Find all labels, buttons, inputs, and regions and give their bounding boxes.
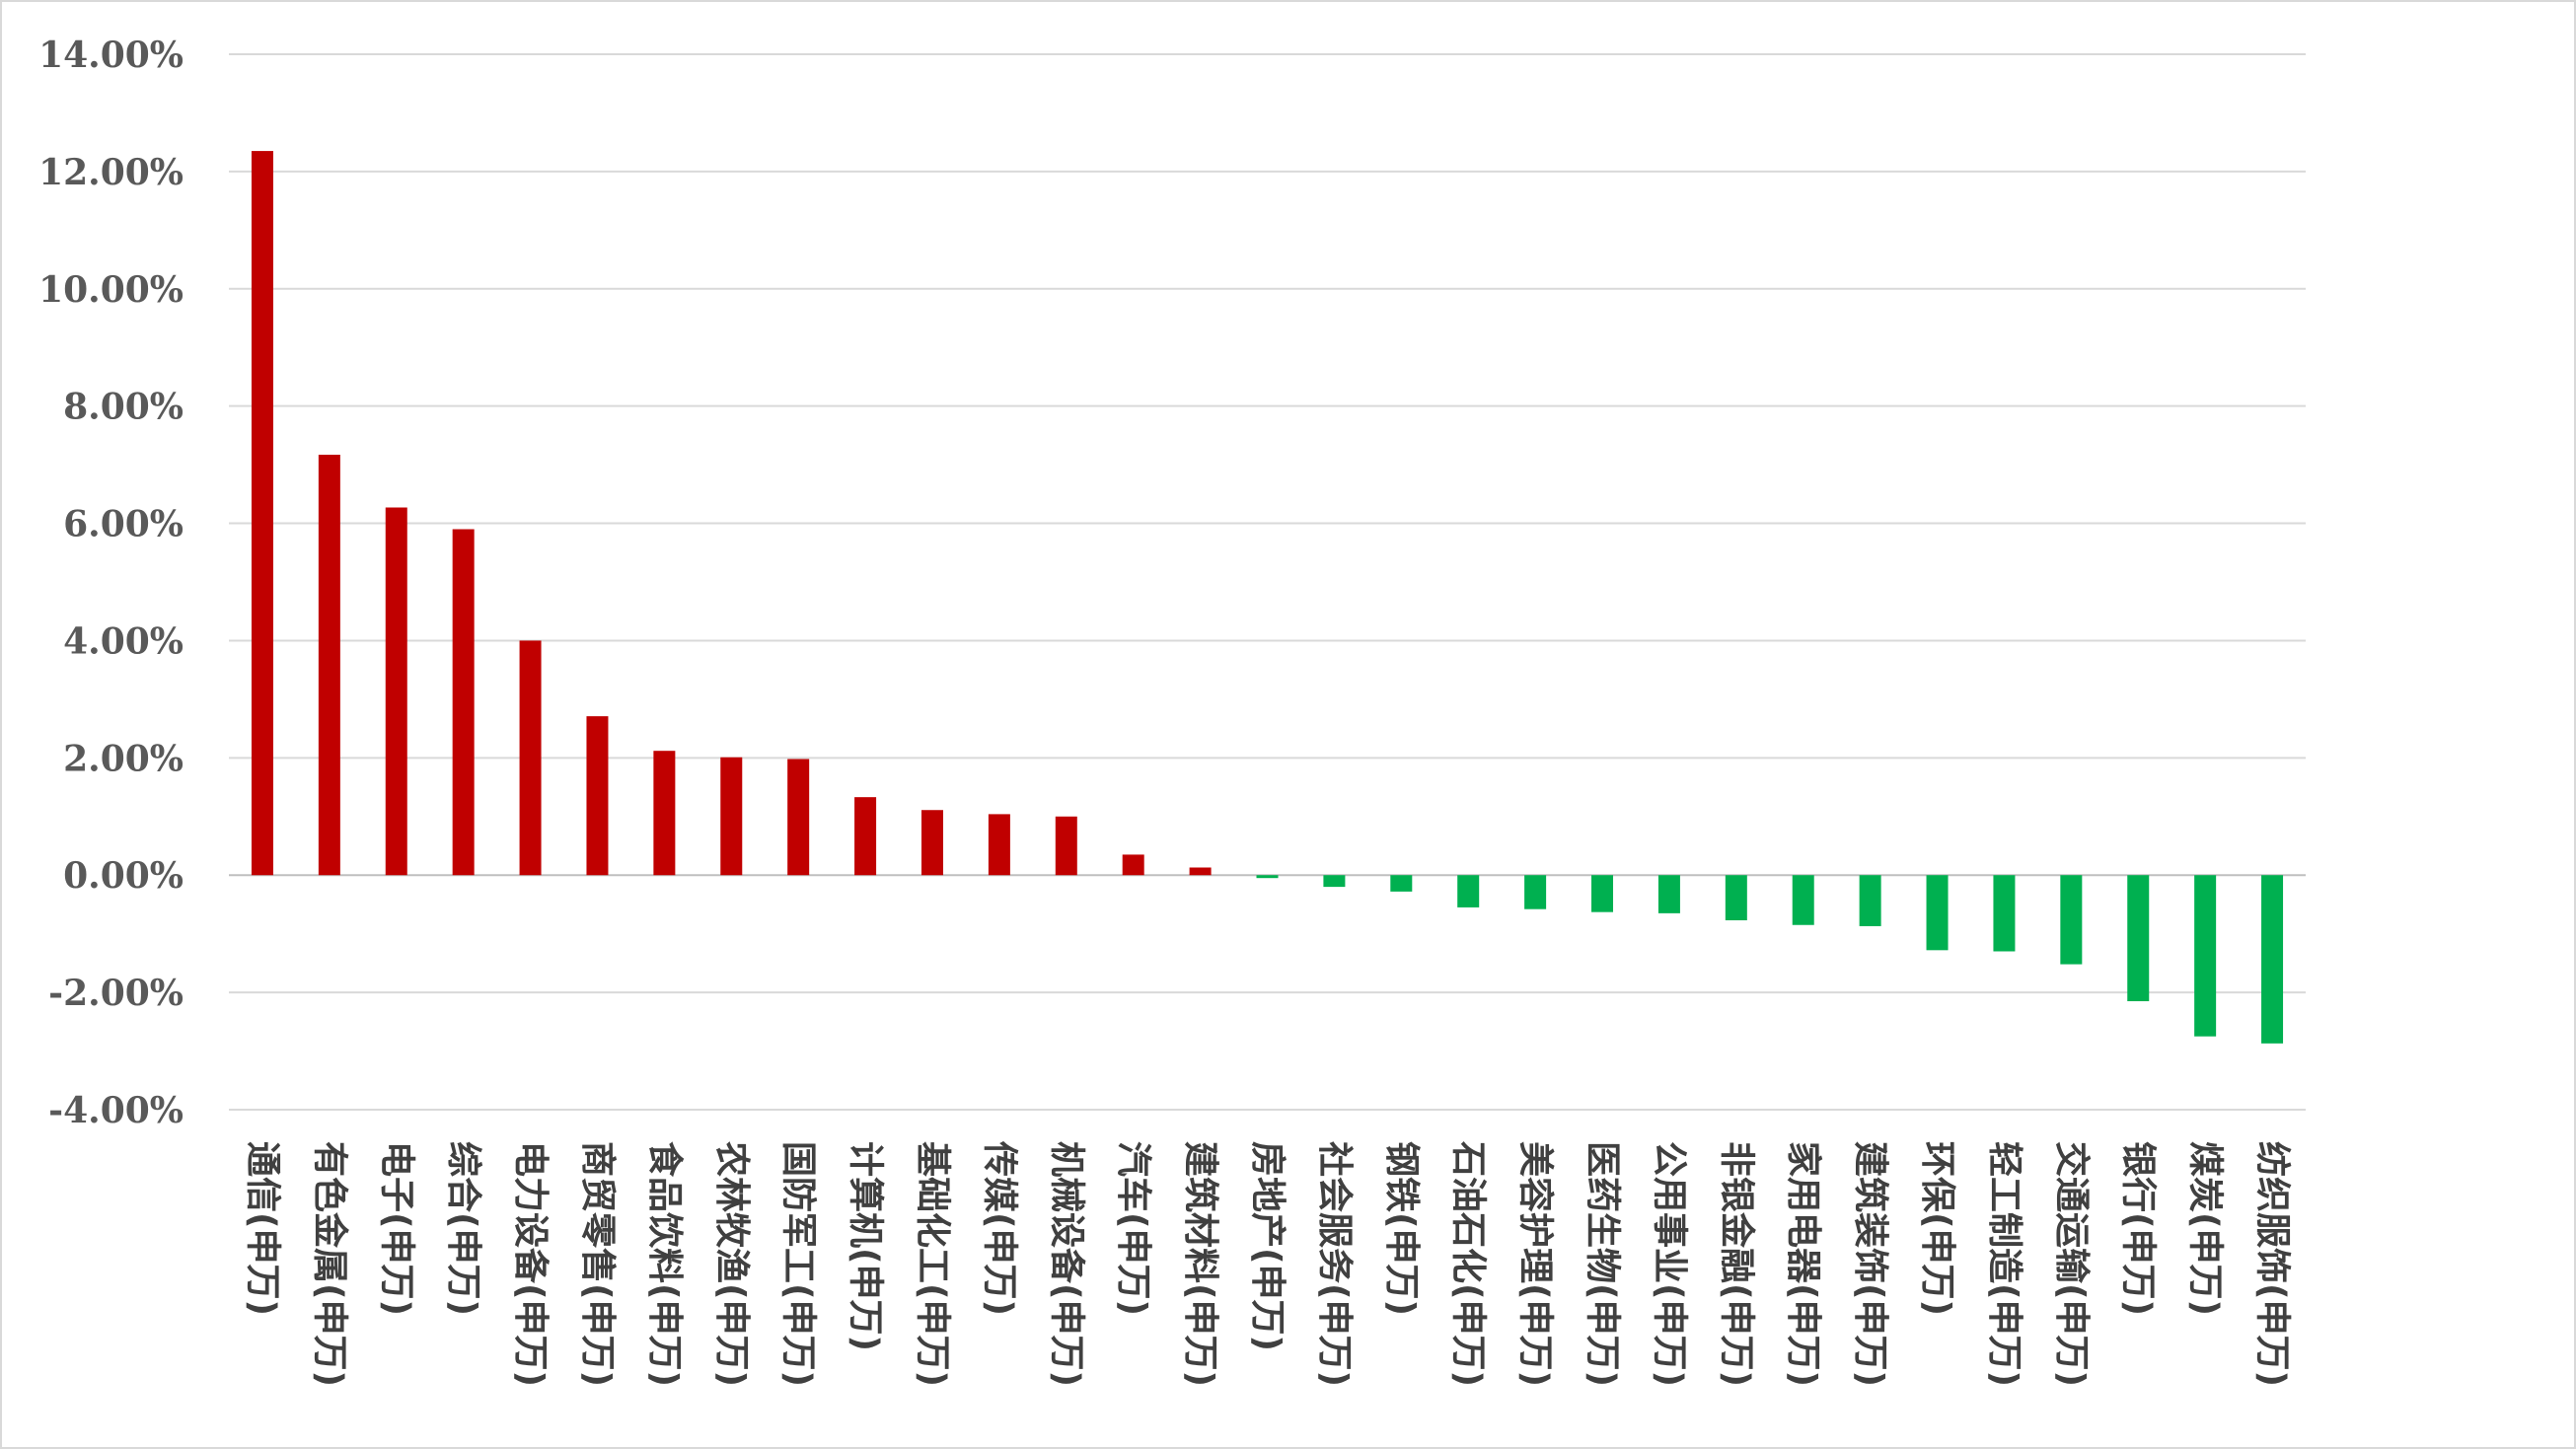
- x-category-label: 建筑装饰(申万): [1850, 1141, 1890, 1387]
- y-tick-label: 14.00%: [38, 35, 184, 76]
- x-category-label: 国防军工(申万): [778, 1141, 819, 1387]
- x-category-label: 社会服务(申万): [1314, 1141, 1355, 1387]
- x-category-label: 农林牧渔(申万): [711, 1141, 752, 1387]
- x-category-label: 纺织服饰(申万): [2252, 1141, 2293, 1387]
- x-category-label: 汽车(申万): [1113, 1141, 1153, 1316]
- bar: [1055, 816, 1077, 876]
- y-tick-label: 0.00%: [63, 855, 184, 897]
- y-tick-label: 4.00%: [63, 620, 184, 662]
- x-category-label: 钢铁(申万): [1381, 1141, 1422, 1316]
- y-axis-tick-labels: -4.00% -2.00% 0.00% 2.00% 4.00% 6.00% 8.00% 10.…: [38, 35, 184, 1131]
- bar: [854, 797, 877, 876]
- x-category-label: 石油石化(申万): [1448, 1141, 1489, 1387]
- bar: [720, 757, 743, 876]
- gridlines: [229, 53, 2306, 1111]
- x-category-label: 电子(申万): [376, 1141, 416, 1316]
- x-category-label: 交通运输(申万): [2051, 1141, 2093, 1387]
- bar: [1859, 875, 1881, 926]
- y-tick-label: 10.00%: [38, 269, 184, 311]
- bar: [1256, 875, 1279, 879]
- bar: [251, 151, 273, 876]
- x-category-label: 有色金属(申万): [309, 1141, 350, 1387]
- y-tick-label: 6.00%: [63, 504, 184, 545]
- bar: [787, 759, 810, 876]
- x-category-label: 家用电器(申万): [1783, 1141, 1823, 1387]
- x-category-label: 建筑材料(申万): [1180, 1141, 1220, 1387]
- bar: [1323, 875, 1346, 888]
- bar: [1657, 875, 1680, 913]
- bar: [519, 640, 542, 876]
- bar: [1993, 875, 2016, 952]
- x-axis-category-labels: 通信(申万) 有色金属(申万) 电子(申万) 综合(申万) 电力设备(申万) 商贸零售(申…: [242, 1140, 2292, 1387]
- x-category-label: 基础化工(申万): [912, 1141, 952, 1387]
- x-category-label: 公用事业(申万): [1649, 1141, 1689, 1387]
- x-category-label: 通信(申万): [242, 1141, 282, 1316]
- x-category-label: 煤炭(申万): [2185, 1141, 2226, 1316]
- bar: [1926, 875, 1949, 951]
- y-tick-label: 12.00%: [38, 152, 184, 193]
- bar: [1457, 875, 1480, 907]
- bar: [2261, 875, 2284, 1044]
- x-category-label: 非银金融(申万): [1716, 1141, 1757, 1387]
- x-category-label: 美容护理(申万): [1515, 1141, 1556, 1387]
- x-category-label: 医药生物(申万): [1582, 1141, 1623, 1387]
- x-category-label: 传媒(申万): [979, 1140, 1019, 1316]
- bar: [385, 507, 407, 876]
- x-category-label: 轻工制造(申万): [1984, 1141, 2024, 1387]
- y-tick-label: 2.00%: [63, 738, 184, 779]
- y-tick-label: -4.00%: [48, 1090, 184, 1131]
- x-category-label: 计算机(申万): [846, 1141, 886, 1351]
- bar: [1390, 875, 1413, 892]
- x-category-label: 机械设备(申万): [1046, 1141, 1086, 1387]
- bar: [318, 455, 340, 876]
- y-tick-label: -2.00%: [48, 973, 184, 1014]
- x-category-label: 银行(申万): [2118, 1141, 2159, 1316]
- bar: [586, 716, 609, 876]
- x-category-label: 环保(申万): [1917, 1141, 1957, 1316]
- y-tick-label: 8.00%: [63, 387, 184, 428]
- bar: [1725, 875, 1747, 920]
- bar: [1591, 875, 1614, 912]
- x-category-label: 商贸零售(申万): [577, 1141, 618, 1387]
- bar: [653, 751, 676, 876]
- bar: [1189, 867, 1212, 876]
- bar: [1792, 875, 1814, 925]
- bar: [920, 810, 943, 876]
- bar: [452, 529, 475, 876]
- x-category-label: 电力设备(申万): [510, 1141, 551, 1387]
- bar: [1122, 854, 1144, 876]
- bar: [1524, 875, 1547, 909]
- bar: [2127, 875, 2150, 1002]
- bar: [2060, 875, 2083, 965]
- x-category-label: 食品饮料(申万): [644, 1141, 685, 1387]
- x-category-label: 房地产(申万): [1247, 1141, 1288, 1351]
- x-category-label: 综合(申万): [443, 1141, 483, 1316]
- bar: [2194, 875, 2217, 1037]
- bar: [988, 814, 1010, 876]
- bars: [251, 151, 2284, 1044]
